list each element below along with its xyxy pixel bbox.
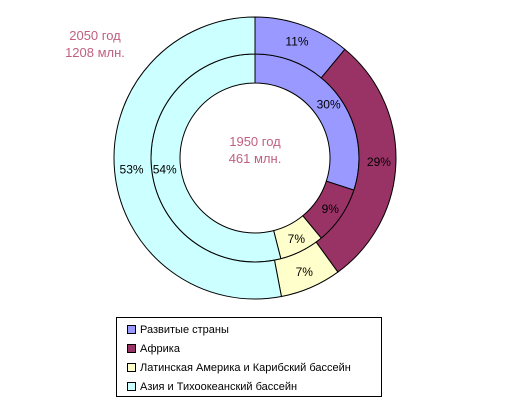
outer-slice-label-africa: 29% <box>367 155 391 169</box>
chart-legend: Развитые страны Африка Латинская Америка… <box>116 317 382 397</box>
outer-slice-asia-pacific <box>113 16 283 300</box>
inner-ring-year-label: 1950 год 461 млн. <box>200 133 310 167</box>
inner-slice-label-asia-pacific: 54% <box>153 162 177 176</box>
inner-year-text: 1950 год <box>229 134 281 149</box>
legend-item-asia-pacific: Азия и Тихоокеанский бассейн <box>127 377 381 396</box>
legend-swatch <box>127 325 136 334</box>
outer-slice-label-developed: 11% <box>285 34 308 48</box>
legend-label: Азия и Тихоокеанский бассейн <box>140 380 298 393</box>
outer-population-text: 1208 млн. <box>65 45 125 60</box>
legend-swatch <box>127 382 136 391</box>
legend-item-latin-america: Латинская Америка и Карибский бассейн <box>127 358 381 377</box>
legend-label: Латинская Америка и Карибский бассейн <box>140 361 351 374</box>
outer-slice-label-latin-america: 7% <box>296 265 314 279</box>
legend-swatch <box>127 363 136 372</box>
legend-item-africa: Африка <box>127 339 381 358</box>
outer-year-text: 2050 год <box>69 28 121 43</box>
inner-slice-label-latin-america: 7% <box>288 232 306 246</box>
legend-item-developed: Развитые страны <box>127 320 381 339</box>
inner-population-text: 461 млн. <box>228 151 282 166</box>
legend-label: Африка <box>140 342 180 355</box>
legend-label: Развитые страны <box>140 323 229 336</box>
inner-slice-label-africa: 9% <box>322 202 340 216</box>
outer-slice-label-asia-pacific: 53% <box>120 163 144 177</box>
outer-ring-year-label: 2050 год 1208 млн. <box>40 27 150 61</box>
legend-swatch <box>127 344 136 353</box>
inner-slice-label-developed: 30% <box>317 98 341 112</box>
